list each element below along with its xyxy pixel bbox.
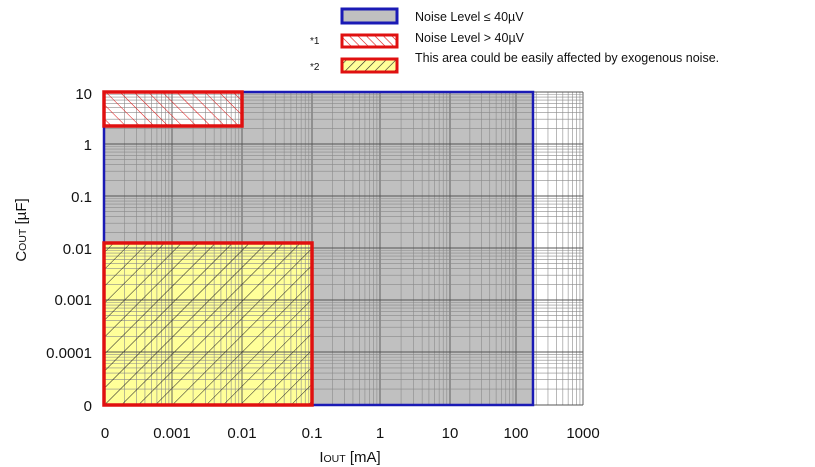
- y-tick-1: 0.0001: [46, 345, 92, 362]
- y-tick-2: 0.001: [54, 292, 92, 309]
- x-tick-4: 1: [376, 425, 384, 442]
- y-tick-0: 0: [84, 398, 92, 415]
- legend-label-0: Noise Level ≤ 40µV: [415, 10, 524, 24]
- region-red-hatch: [104, 92, 242, 126]
- region-yellow-hatch: [104, 243, 312, 405]
- x-tick-7: 1000: [566, 425, 599, 442]
- legend-mark-1: *1: [310, 36, 320, 47]
- legend-label-1: Noise Level > 40µV: [415, 31, 525, 45]
- legend-swatch-red: [340, 33, 399, 49]
- x-tick-0: 0: [101, 425, 109, 442]
- region-red-border: [102, 90, 244, 128]
- x-axis-label: IOUT [mA]: [319, 449, 380, 466]
- y-axis-label: COUT [µF]: [13, 198, 30, 261]
- y-tick-5: 1: [84, 137, 92, 154]
- x-tick-3: 0.1: [302, 425, 323, 442]
- y-tick-6: 10: [75, 86, 92, 103]
- x-tick-1: 0.001: [153, 425, 191, 442]
- y-tick-4: 0.1: [71, 189, 92, 206]
- x-tick-labels: 0 0.001 0.01 0.1 1 10 100 1000: [101, 425, 600, 442]
- y-tick-labels: 0 0.0001 0.001 0.01 0.1 1 10: [46, 86, 92, 415]
- region-yellow-border: [102, 241, 314, 407]
- legend-label-2: This area could be easily affected by ex…: [415, 51, 719, 65]
- x-tick-6: 100: [503, 425, 528, 442]
- legend-swatch-yellow: [340, 57, 399, 74]
- legend: Noise Level ≤ 40µV *1 Noise Level > 40µV…: [310, 7, 719, 74]
- x-tick-2: 0.01: [227, 425, 256, 442]
- y-tick-3: 0.01: [63, 241, 92, 258]
- legend-swatch-gray: [340, 7, 399, 25]
- legend-mark-2: *2: [310, 62, 320, 73]
- x-tick-5: 10: [442, 425, 459, 442]
